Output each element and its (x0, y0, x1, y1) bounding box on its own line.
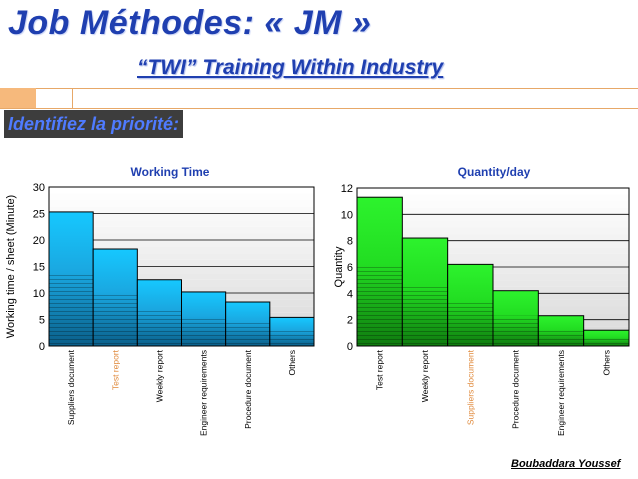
category-label: Suppliers document (66, 349, 76, 425)
section-heading: Identifiez la priorité: (4, 110, 184, 138)
plot-shading (49, 253, 314, 260)
chart-title: Working Time (131, 165, 210, 179)
plot-shading (49, 213, 314, 221)
y-axis-label: Working time / sheet (Minute) (5, 195, 17, 338)
bar-texture (49, 272, 94, 346)
category-label: Weekly report (420, 349, 430, 402)
plot-shading (49, 259, 314, 267)
y-tick-label: 0 (347, 341, 353, 353)
y-tick-label: 6 (347, 262, 353, 274)
y-tick-label: 10 (341, 209, 353, 221)
plot-shading (357, 207, 629, 215)
y-tick-label: 10 (33, 288, 45, 300)
y-axis-label: Quantity (333, 246, 345, 287)
category-label: Procedure document (511, 349, 521, 429)
category-label: Procedure document (243, 349, 253, 429)
y-tick-label: 0 (39, 341, 45, 353)
plot-shading (357, 240, 629, 248)
y-tick-label: 12 (341, 183, 353, 195)
plot-shading (357, 188, 629, 195)
plot-shading (357, 214, 629, 221)
bar-texture (447, 301, 493, 346)
plot-shading (357, 220, 629, 228)
y-tick-label: 30 (33, 182, 45, 194)
category-label: Test report (375, 349, 385, 390)
bar-texture (402, 286, 448, 346)
category-label: Suppliers document (465, 349, 475, 425)
plot-shading (49, 193, 314, 201)
bar-texture (583, 337, 629, 346)
y-tick-label: 20 (33, 235, 45, 247)
accent-block (0, 88, 36, 108)
y-tick-label: 8 (347, 236, 353, 248)
plot-shading (357, 234, 629, 241)
plot-shading (49, 233, 314, 240)
plot-shading (357, 201, 629, 208)
category-label: Test report (110, 349, 120, 390)
category-label: Engineer requirements (556, 350, 566, 436)
plot-shading (49, 187, 314, 194)
plot-shading (49, 246, 314, 254)
plot-shading (49, 200, 314, 207)
plot-shading (49, 240, 314, 247)
plot-shading (357, 194, 629, 202)
plot-shading (49, 266, 314, 274)
plot-shading (357, 260, 629, 267)
plot-shading (357, 227, 629, 235)
plot-shading (357, 247, 629, 254)
category-label: Others (601, 350, 611, 376)
page-title: Job Méthodes: « JM » (8, 4, 372, 42)
working-time-chart: Working Time 0 5 10 15 20 25 30 Working time / s… (5, 165, 315, 436)
bar-texture (357, 264, 403, 346)
bar-texture (181, 316, 226, 346)
y-tick-label: 15 (33, 262, 45, 274)
bar-texture (93, 292, 138, 346)
bar-texture (225, 321, 270, 346)
y-tick-label: 4 (347, 288, 353, 300)
category-label: Engineer requirements (199, 350, 209, 436)
plot-shading (49, 206, 314, 214)
y-tick-label: 2 (347, 315, 353, 327)
chart-title: Quantity/day (458, 165, 531, 179)
bar-texture (538, 329, 584, 346)
category-label: Weekly report (154, 349, 164, 402)
top-divider (0, 88, 638, 89)
y-tick-label: 25 (33, 209, 45, 221)
category-label: Others (287, 350, 297, 376)
page-subtitle: “TWI” Training Within Industry (137, 56, 444, 79)
y-tick-label: 5 (39, 315, 45, 327)
bar-texture (137, 309, 182, 346)
plot-shading (49, 220, 314, 227)
quantity-day-chart: Quantity/day 0 2 4 6 8 10 12 Quantity Test report… (333, 165, 630, 436)
bottom-divider (0, 108, 638, 109)
accent-separator (72, 88, 73, 108)
bar-texture (269, 330, 314, 346)
plot-shading (357, 253, 629, 261)
bar-texture (493, 315, 539, 346)
plot-shading (49, 226, 314, 234)
plot-shading (49, 273, 314, 280)
author-credit: Boubaddara Youssef (511, 458, 621, 470)
